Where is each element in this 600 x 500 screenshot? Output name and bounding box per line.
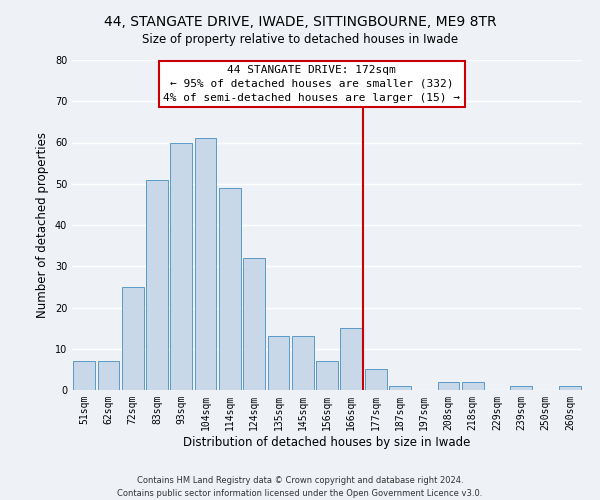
Bar: [559, 386, 581, 390]
Text: Size of property relative to detached houses in Iwade: Size of property relative to detached ho…: [142, 32, 458, 46]
Bar: [316, 361, 338, 390]
Bar: [219, 188, 241, 390]
Bar: [170, 142, 192, 390]
Bar: [243, 258, 265, 390]
Bar: [268, 336, 289, 390]
Bar: [292, 336, 314, 390]
Text: Contains HM Land Registry data © Crown copyright and database right 2024.
Contai: Contains HM Land Registry data © Crown c…: [118, 476, 482, 498]
Bar: [146, 180, 168, 390]
Bar: [437, 382, 460, 390]
Bar: [73, 361, 95, 390]
Bar: [340, 328, 362, 390]
X-axis label: Distribution of detached houses by size in Iwade: Distribution of detached houses by size …: [184, 436, 470, 448]
Bar: [389, 386, 411, 390]
Text: 44 STANGATE DRIVE: 172sqm
← 95% of detached houses are smaller (332)
4% of semi-: 44 STANGATE DRIVE: 172sqm ← 95% of detac…: [163, 65, 460, 103]
Bar: [511, 386, 532, 390]
Bar: [122, 287, 143, 390]
Text: 44, STANGATE DRIVE, IWADE, SITTINGBOURNE, ME9 8TR: 44, STANGATE DRIVE, IWADE, SITTINGBOURNE…: [104, 15, 496, 29]
Bar: [365, 370, 386, 390]
Bar: [194, 138, 217, 390]
Y-axis label: Number of detached properties: Number of detached properties: [36, 132, 49, 318]
Bar: [462, 382, 484, 390]
Bar: [97, 361, 119, 390]
